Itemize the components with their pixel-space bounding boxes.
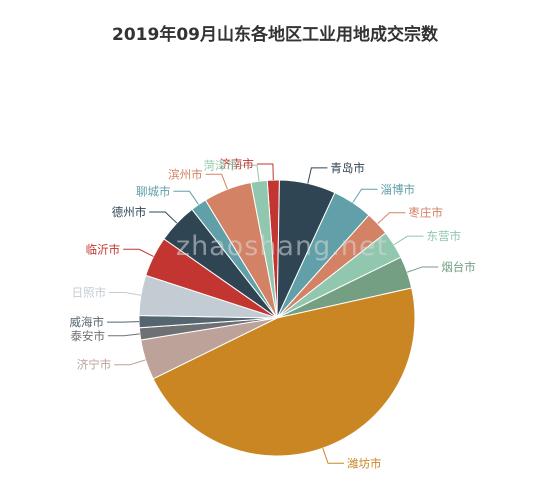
leader-line [322, 448, 345, 464]
leader-line [123, 248, 154, 257]
chart-title: 2019年09月山东各地区工业用地成交宗数 [112, 24, 439, 45]
slice-label: 东营市 [426, 229, 461, 243]
slice-label: 潍坊市 [347, 456, 382, 470]
leader-line [173, 190, 199, 205]
pie-slice[interactable] [152, 287, 416, 457]
slice-label: 青岛市 [330, 161, 365, 175]
slice-label: 菏泽市 [203, 158, 238, 172]
leader-line [108, 333, 140, 337]
leader-line [407, 266, 439, 273]
slice-label: 威海市 [70, 315, 105, 329]
slice-label: 济南市 [219, 157, 254, 171]
leader-line [205, 173, 228, 190]
slice-label: 临沂市 [86, 242, 121, 256]
leader-line [393, 235, 424, 246]
slice-label: 德州市 [112, 205, 147, 219]
slice-label: 淄博市 [381, 182, 416, 196]
leader-line [240, 164, 260, 182]
leader-lines [107, 163, 439, 464]
slice-label: 枣庄市 [408, 206, 443, 220]
slice-label: 滨州市 [168, 167, 203, 181]
leader-line [377, 212, 406, 225]
leader-line [109, 292, 141, 296]
slice-label: 日照市 [72, 286, 107, 300]
leader-line [307, 167, 328, 184]
pie-slices [138, 179, 416, 457]
leader-line [114, 359, 146, 366]
leader-line [352, 188, 378, 203]
slice-label: 聊城市 [136, 184, 171, 198]
slice-label: 泰安市 [71, 329, 106, 343]
slice-label: 济宁市 [77, 358, 112, 372]
leader-line [256, 163, 274, 181]
watermark: zhaoshang.net [176, 231, 388, 262]
leader-line [149, 211, 178, 224]
slice-label: 烟台市 [441, 260, 476, 274]
